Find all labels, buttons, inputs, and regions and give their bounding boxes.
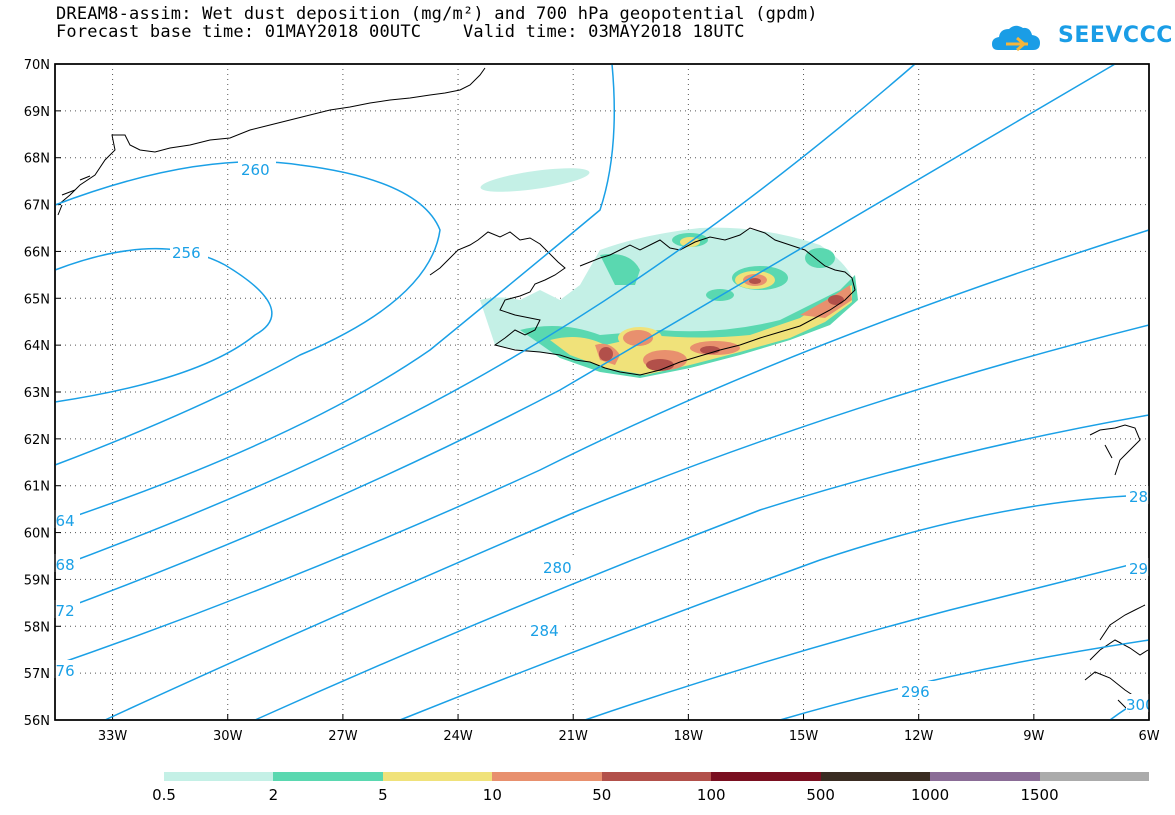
dust-field [480, 168, 858, 378]
contour-label: 284 [530, 622, 559, 640]
lat-tick-label: 61N [24, 480, 50, 495]
legend-swatch [382, 772, 493, 781]
lat-tick-label: 69N [24, 105, 50, 120]
lon-tick-label: 27W [328, 729, 358, 744]
lat-tick-label: 70N [24, 58, 50, 73]
lon-tick-label: 9W [1023, 729, 1044, 744]
lon-tick-label: 33W [98, 729, 128, 744]
legend-swatch [820, 772, 931, 781]
lon-tick-label: 30W [213, 729, 243, 744]
lat-tick-label: 68N [24, 152, 50, 167]
lon-tick-label: 24W [443, 729, 473, 744]
lon-tick-label: 6W [1138, 729, 1159, 744]
contour-label: 300 [1126, 696, 1155, 714]
legend-swatch [601, 772, 712, 781]
legend-swatch [164, 772, 274, 781]
lat-tick-label: 65N [24, 292, 50, 307]
legend-swatch [930, 772, 1040, 781]
lat-tick-label: 57N [24, 667, 50, 682]
legend-label: 1000 [911, 786, 950, 804]
lat-tick-label: 62N [24, 433, 50, 448]
lon-tick-label: 15W [789, 729, 819, 744]
contours [54, 63, 1150, 721]
legend-swatch [1039, 772, 1149, 781]
coastlines [57, 67, 1149, 713]
chart-subtitle: Forecast base time: 01MAY2018 00UTC Vali… [56, 22, 745, 42]
lat-tick-label: 60N [24, 527, 50, 542]
legend-label: 10 [482, 786, 502, 804]
cloud-icon [992, 25, 1040, 52]
legend-label: 100 [696, 786, 726, 804]
legend-label: 0.5 [152, 786, 176, 804]
axis-ticks [55, 63, 1150, 721]
contour-label: 280 [543, 559, 572, 577]
legend-label: 500 [806, 786, 835, 804]
legend-swatch [492, 772, 602, 781]
contour-labels: 260 256 264 268 272 276 280 284 296 288 … [46, 159, 1158, 714]
graticule [55, 64, 1149, 720]
legend-label: 1500 [1020, 786, 1059, 804]
lat-tick-label: 59N [24, 573, 50, 588]
legend-swatch [273, 772, 383, 781]
contour-label: 296 [901, 683, 930, 701]
lon-tick-label: 21W [559, 729, 589, 744]
chart-title: DREAM8-assim: Wet dust deposition (mg/m²… [56, 4, 818, 24]
contour-label: 260 [241, 161, 270, 179]
contour-label: 256 [172, 244, 201, 262]
lat-tick-label: 63N [24, 386, 50, 401]
legend-label: 2 [268, 786, 279, 804]
lon-tick-label: 12W [904, 729, 934, 744]
lat-tick-label: 66N [24, 245, 50, 260]
lat-tick-label: 56N [24, 714, 50, 729]
lat-tick-label: 58N [24, 620, 50, 635]
lon-tick-label: 18W [674, 729, 704, 744]
logo-text: SEEVCCC [1058, 23, 1173, 48]
plot-frame [54, 63, 1150, 721]
legend-swatch [711, 772, 821, 781]
lat-tick-label: 64N [24, 339, 50, 354]
legend-colorbar [164, 772, 1149, 781]
legend-label: 5 [378, 786, 388, 804]
lat-tick-label: 67N [24, 199, 50, 214]
legend-label: 50 [592, 786, 612, 804]
